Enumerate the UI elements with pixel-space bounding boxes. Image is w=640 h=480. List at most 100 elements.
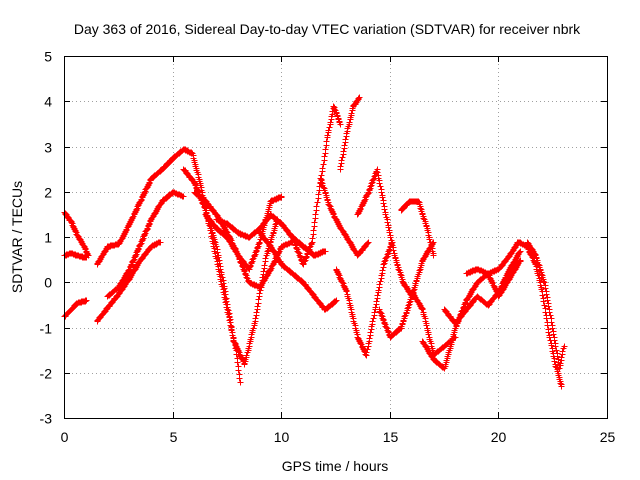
y-tick-label: -2 [40,366,53,382]
grid [64,56,607,418]
series-track-17 [354,166,416,300]
data-point [137,241,144,248]
data-point [322,146,329,153]
data-point [371,173,378,180]
data-point [264,248,271,255]
data-point [327,119,334,126]
y-tick-label: 2 [44,185,52,201]
data-point [315,191,322,198]
data-point [379,194,386,201]
series-track-18 [376,239,437,341]
data-point [220,280,227,287]
data-point [130,257,137,264]
data-point [368,180,375,187]
data-point [381,258,388,265]
data-point [542,285,549,292]
data-point [377,309,384,316]
data-point [312,211,319,218]
data-point [215,254,222,261]
data-point [221,285,228,292]
data-point [367,183,374,190]
data-point [237,379,244,386]
data-point [251,252,258,259]
data-point [379,267,386,274]
data-point [242,271,249,278]
data-point [313,203,320,210]
series-track-15 [337,94,363,173]
data-point [317,180,324,187]
data-point [326,202,333,209]
data-point [355,95,362,102]
x-axis-label: GPS time / hours [282,458,389,474]
data-point [325,127,332,134]
data-point [253,309,260,316]
data-point [342,136,349,143]
data-point [260,268,267,275]
y-axis-label: SDTVAR / TECUs [9,181,25,293]
series-track-12 [256,229,340,313]
data-point [372,304,379,311]
data-point [397,271,404,278]
data-point [254,303,261,310]
data-point [339,154,346,161]
data-point [216,260,223,267]
y-tick-label: -1 [40,321,53,337]
data-point [139,236,146,243]
data-point [72,228,79,235]
data-point [222,291,229,298]
x-tick-label: 10 [274,429,290,445]
data-point [373,298,380,305]
data-point [229,332,236,339]
series-track-01 [61,209,92,259]
data-point [386,229,393,236]
data-point [383,324,390,331]
data-point [256,290,263,297]
x-tick-label: 5 [170,429,178,445]
data-point [295,249,302,256]
data-point [406,299,413,306]
data-point [426,236,433,243]
data-point [381,206,388,213]
data-point [547,312,554,319]
data-point [338,157,345,164]
data-point [314,199,321,206]
data-point [267,266,274,273]
data-point [319,165,326,172]
data-point [141,231,148,238]
data-point [133,206,140,213]
data-point [383,254,390,261]
data-point [213,243,220,250]
data-point [348,110,355,117]
data-point [235,367,242,374]
data-point [320,184,327,191]
data-point [337,121,344,128]
data-point [201,204,208,211]
data-point [308,240,315,247]
data-point [337,163,344,170]
data-point [226,313,233,320]
data-point [83,254,90,261]
data-point [364,346,371,353]
data-point [224,304,231,311]
data-point [254,244,261,251]
data-point [378,312,385,319]
data-point [132,252,139,259]
data-point [423,322,430,329]
data-point [404,305,411,312]
data-point [370,315,377,322]
series-track-10 [202,211,296,291]
chart-title: Day 363 of 2016, Sidereal Day-to-day VTE… [74,21,581,37]
data-point [366,186,373,193]
data-point [548,319,555,326]
data-point [425,331,432,338]
data-point [324,132,331,139]
series-track-13 [289,175,372,268]
data-point [388,239,395,246]
data-point [551,337,558,344]
series-track-16 [333,239,396,359]
y-tick-label: -3 [40,411,53,427]
data-point [234,359,241,366]
data-point [241,361,248,368]
data-point [311,219,318,226]
